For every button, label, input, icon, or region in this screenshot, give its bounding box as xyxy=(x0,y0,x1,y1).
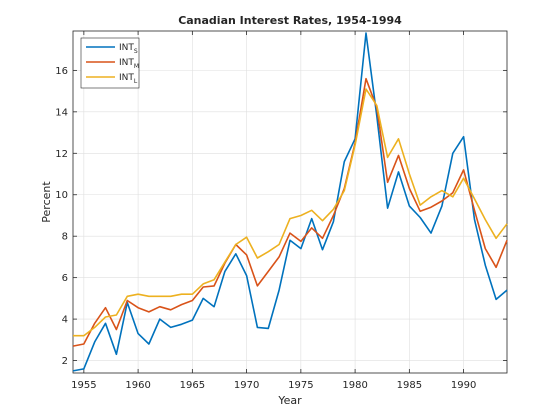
series-line-m xyxy=(72,77,508,347)
legend-label-subscript: S xyxy=(134,48,138,55)
series-lines xyxy=(72,32,508,372)
x-tick-label: 1985 xyxy=(397,380,422,391)
x-tick-label: 1990 xyxy=(451,380,476,391)
legend-label: INTS xyxy=(119,43,138,55)
y-tick-label: 10 xyxy=(55,190,68,201)
legend-label-subscript: M xyxy=(134,63,139,70)
x-tick-label: 1975 xyxy=(288,380,313,391)
y-axis-label: Percent xyxy=(40,181,53,223)
legend-label-subscript: L xyxy=(134,78,138,85)
y-tick-label: 8 xyxy=(62,232,68,243)
y-tick-label: 4 xyxy=(62,315,68,326)
legend-label: INTM xyxy=(119,58,139,70)
legend-label-main: INT xyxy=(119,58,134,68)
x-tick-label: 1980 xyxy=(342,380,367,391)
chart-title: Canadian Interest Rates, 1954-1994 xyxy=(178,14,402,27)
y-tick-label: 12 xyxy=(55,149,68,160)
x-tick-label: 1970 xyxy=(234,380,259,391)
x-tick-label: 1960 xyxy=(125,380,150,391)
y-tick-label: 6 xyxy=(62,273,68,284)
series-line-l xyxy=(73,88,508,337)
series-line-s xyxy=(72,32,508,372)
legend-label-main: INT xyxy=(119,43,134,53)
legend-label: INTL xyxy=(119,73,138,85)
y-tick-label: 16 xyxy=(55,66,68,77)
legend-label-main: INT xyxy=(119,73,134,83)
x-axis-label: Year xyxy=(277,394,302,407)
y-tick-label: 2 xyxy=(62,356,68,367)
y-tick-label: 14 xyxy=(55,107,68,118)
x-tick-label: 1965 xyxy=(180,380,205,391)
x-tick-label: 1955 xyxy=(71,380,96,391)
plot-area-frame xyxy=(72,30,508,374)
axis-ticks: 1955 1960 1965 1970 1975 1980 1985 1990 2 4 6 8 10 12… xyxy=(55,31,507,391)
